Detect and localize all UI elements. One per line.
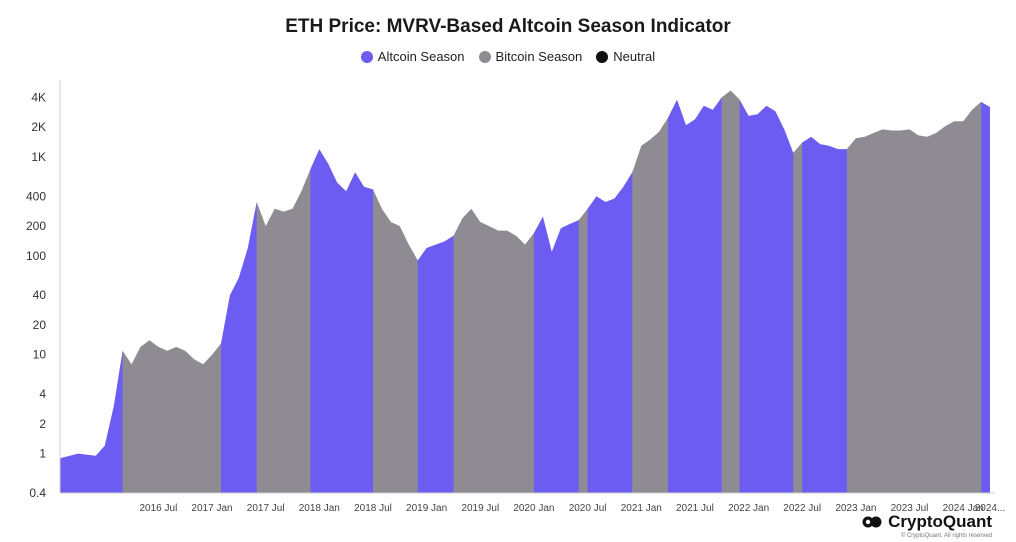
- y-tick-label: 4: [39, 387, 46, 401]
- legend-label-neutral: Neutral: [613, 49, 656, 64]
- x-tick-label: 2022 Jan: [728, 503, 769, 514]
- x-tick-label: 2021 Jan: [621, 503, 662, 514]
- y-tick-label: 0.4: [29, 486, 46, 500]
- regime-band-altcoin-4: [310, 90, 374, 493]
- legend-item-bitcoin-season[interactable]: Bitcoin Season: [478, 49, 583, 64]
- regime-band-bitcoin-5: [373, 90, 419, 493]
- x-tick-label: 2018 Jan: [299, 503, 340, 514]
- x-tick-label: 2019 Jan: [406, 503, 447, 514]
- x-tick-label: 2024 Jan: [943, 503, 984, 514]
- y-tick-label: 4K: [31, 90, 46, 104]
- y-tick-label: 10: [33, 348, 47, 362]
- x-tick-label: 2021 Jul: [676, 503, 714, 514]
- cryptoquant-logo-icon: [862, 516, 882, 528]
- legend-swatch-neutral: [596, 50, 609, 63]
- x-tick-label: 2016 Jul: [139, 503, 177, 514]
- y-tick-label: 200: [26, 219, 46, 233]
- regime-band-bitcoin-1: [122, 90, 222, 493]
- regime-band-altcoin-16: [802, 90, 848, 493]
- regime-band-bitcoin-15: [793, 90, 803, 493]
- regime-bands: [60, 90, 990, 493]
- regime-band-bitcoin-11: [632, 90, 669, 493]
- x-tick-label: 2018 Jul: [354, 503, 392, 514]
- brand-logo: CryptoQuant: [862, 512, 992, 532]
- brand-name: CryptoQuant: [888, 512, 992, 531]
- x-tick-label: 2019 Jul: [461, 503, 499, 514]
- regime-band-bitcoin-3: [256, 90, 311, 493]
- regime-band-bitcoin-9: [578, 90, 589, 493]
- regime-band-bitcoin-7: [453, 90, 535, 493]
- regime-band-altcoin-18: [981, 90, 990, 493]
- x-tick-label: 2024...: [975, 503, 1006, 514]
- y-axis-ticks: 4K 2K 1K 400 200 100 40 20 10 4 2 1 0.4: [26, 90, 46, 500]
- regime-band-bitcoin-17: [846, 90, 982, 493]
- regime-band-bitcoin-13: [721, 90, 741, 493]
- x-tick-label: 2020 Jan: [513, 503, 554, 514]
- y-tick-label: 400: [26, 189, 46, 203]
- x-tick-label: 2022 Jul: [783, 503, 821, 514]
- y-tick-label: 40: [33, 288, 47, 302]
- legend-item-neutral[interactable]: Neutral: [596, 49, 655, 64]
- regime-band-altcoin-2: [221, 90, 258, 493]
- y-tick-label: 20: [33, 318, 47, 332]
- regime-band-altcoin-8: [533, 90, 580, 493]
- chart-title: ETH Price: MVRV-Based Altcoin Season Ind…: [285, 16, 731, 37]
- regime-band-altcoin-10: [587, 90, 633, 493]
- y-tick-label: 2K: [31, 120, 46, 134]
- y-tick-label: 1: [39, 447, 46, 461]
- x-tick-label: 2023 Jan: [835, 503, 876, 514]
- legend-swatch-altcoin: [360, 50, 373, 63]
- y-tick-label: 1K: [31, 150, 46, 164]
- regime-band-altcoin-14: [739, 90, 794, 493]
- y-tick-label: 2: [39, 417, 46, 431]
- regime-band-altcoin-12: [668, 90, 723, 493]
- y-tick-label: 100: [26, 249, 46, 263]
- chart-legend: Altcoin Season Bitcoin Season Neutral: [0, 49, 1016, 64]
- regime-band-altcoin-0: [60, 90, 124, 493]
- regime-band-altcoin-6: [417, 90, 454, 493]
- x-tick-label: 2017 Jan: [191, 503, 232, 514]
- legend-item-altcoin-season[interactable]: Altcoin Season: [360, 49, 465, 64]
- legend-swatch-bitcoin: [478, 50, 491, 63]
- x-tick-label: 2023 Jul: [891, 503, 929, 514]
- legend-label-bitcoin: Bitcoin Season: [495, 49, 583, 64]
- x-tick-label: 2017 Jul: [247, 503, 285, 514]
- legend-label-altcoin: Altcoin Season: [377, 49, 465, 64]
- x-tick-label: 2020 Jul: [569, 503, 607, 514]
- copyright-text: © CryptoQuant. All rights reserved: [900, 533, 992, 539]
- x-axis-ticks: 2016 Jul 2017 Jan 2017 Jul 2018 Jan 2018 Jul…: [139, 503, 1005, 514]
